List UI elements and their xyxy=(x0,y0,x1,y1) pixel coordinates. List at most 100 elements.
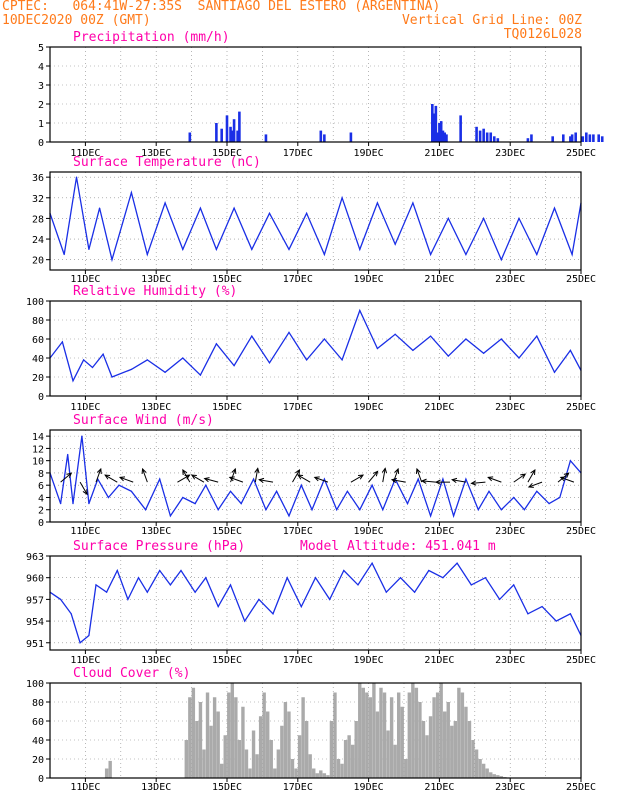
x-tick-label: 13DEC xyxy=(141,526,171,537)
x-tick-label: 23DEC xyxy=(495,274,525,285)
precip-bar xyxy=(231,130,234,142)
cloud-bar xyxy=(244,749,249,778)
cloud-bar xyxy=(319,770,323,778)
data-point xyxy=(500,259,502,261)
data-point xyxy=(553,371,556,373)
x-tick-label: 19DEC xyxy=(354,526,384,537)
cloud-bar xyxy=(241,706,245,778)
wind-arrow xyxy=(416,468,423,483)
y-tick-label: 960 xyxy=(26,574,44,585)
data-point xyxy=(513,584,515,586)
cloud-bar xyxy=(400,706,404,778)
data-point xyxy=(251,248,253,250)
data-point xyxy=(548,503,550,505)
precip-bar xyxy=(445,134,448,142)
cloud-bar xyxy=(386,730,390,778)
data-point xyxy=(417,478,419,480)
x-tick-label: 19DEC xyxy=(354,782,384,793)
data-point xyxy=(536,490,538,492)
panel-frame xyxy=(49,429,582,523)
wind-arrow-head xyxy=(372,470,379,477)
data-point xyxy=(229,584,232,586)
y-tick-label: 14 xyxy=(32,432,44,443)
data-point xyxy=(88,248,90,250)
data-point xyxy=(484,577,487,579)
wind-arrow-head xyxy=(118,476,126,482)
x-tick-label: 21DEC xyxy=(424,148,454,159)
data-point xyxy=(412,202,414,204)
x-tick-label: 25DEC xyxy=(566,655,596,666)
data-point xyxy=(182,248,184,250)
precip-bar xyxy=(349,132,353,142)
cloud-bar xyxy=(496,775,500,778)
y-tick-label: 28 xyxy=(32,214,44,225)
cloud-bar xyxy=(322,773,327,778)
wind-arrow xyxy=(182,469,191,483)
y-tick-label: 80 xyxy=(32,698,44,709)
cloud-bar xyxy=(191,687,196,778)
x-tick-label: 19DEC xyxy=(354,402,384,413)
data-point xyxy=(465,253,467,256)
data-point xyxy=(541,606,543,608)
x-tick-label: 25DEC xyxy=(566,402,596,413)
x-tick-label: 25DEC xyxy=(566,148,596,159)
wind-arrow xyxy=(104,474,118,483)
y-tick-label: 10 xyxy=(32,457,44,468)
cloud-bar xyxy=(258,716,263,778)
cloud-bar xyxy=(255,754,259,778)
data-point xyxy=(67,453,69,456)
wind-arrow-head xyxy=(297,474,304,480)
panel-5: 0 20 40 60 80 100 11DEC 13DEC 15DEC 17DEC 19DEC 21D… xyxy=(26,666,596,793)
cloud-bar xyxy=(453,721,458,778)
cloud-bar xyxy=(227,692,231,778)
wind-arrow-head xyxy=(203,477,210,483)
data-point xyxy=(217,509,219,511)
data-point xyxy=(182,357,184,359)
cloud-bar xyxy=(343,740,348,778)
data-point xyxy=(341,197,343,199)
data-point xyxy=(275,490,278,492)
wind-arrow-head xyxy=(228,476,235,482)
data-point xyxy=(371,562,373,564)
data-point xyxy=(159,569,161,572)
data-point xyxy=(376,202,379,204)
data-point xyxy=(500,338,502,340)
panel-frame xyxy=(49,555,582,651)
x-tick-label: 21DEC xyxy=(424,526,454,537)
cloud-bar xyxy=(432,697,436,778)
wind-arrow-head xyxy=(96,467,102,475)
data-point xyxy=(159,478,161,480)
data-point xyxy=(323,253,325,256)
data-point xyxy=(323,338,325,340)
data-point xyxy=(559,496,561,499)
cloud-bar xyxy=(382,692,387,778)
y-tick-label: 2 xyxy=(38,506,44,517)
data-point xyxy=(382,509,384,511)
cloud-bar xyxy=(262,692,266,778)
data-point xyxy=(500,509,502,511)
precip-bar xyxy=(459,115,462,142)
data-point xyxy=(569,460,571,462)
cloud-bar xyxy=(202,749,206,778)
vertical-grid-note: Vertical Grid Line: 00Z xyxy=(401,13,582,28)
data-point xyxy=(553,207,556,209)
precip-bar xyxy=(438,123,441,142)
y-tick-label: 5 xyxy=(38,43,44,54)
data-point xyxy=(555,620,557,622)
cloud-bar xyxy=(439,683,443,778)
x-tick-label: 11DEC xyxy=(70,274,100,285)
wind-arrow xyxy=(314,476,329,483)
precip-bar xyxy=(574,132,577,142)
wind-arrow-head xyxy=(520,473,527,479)
data-point xyxy=(288,248,290,250)
precip-bar xyxy=(478,130,482,142)
y-tick-label: 24 xyxy=(32,235,44,246)
precip-bar xyxy=(492,136,496,142)
precip-bar xyxy=(323,134,326,142)
data-point xyxy=(240,503,242,505)
wind-arrow xyxy=(528,481,543,488)
data-point xyxy=(98,207,101,209)
x-tick-label: 25DEC xyxy=(566,274,596,285)
run-date: 10DEC2020 00Z (GMT) xyxy=(2,13,151,28)
y-tick-label: 32 xyxy=(32,194,44,205)
